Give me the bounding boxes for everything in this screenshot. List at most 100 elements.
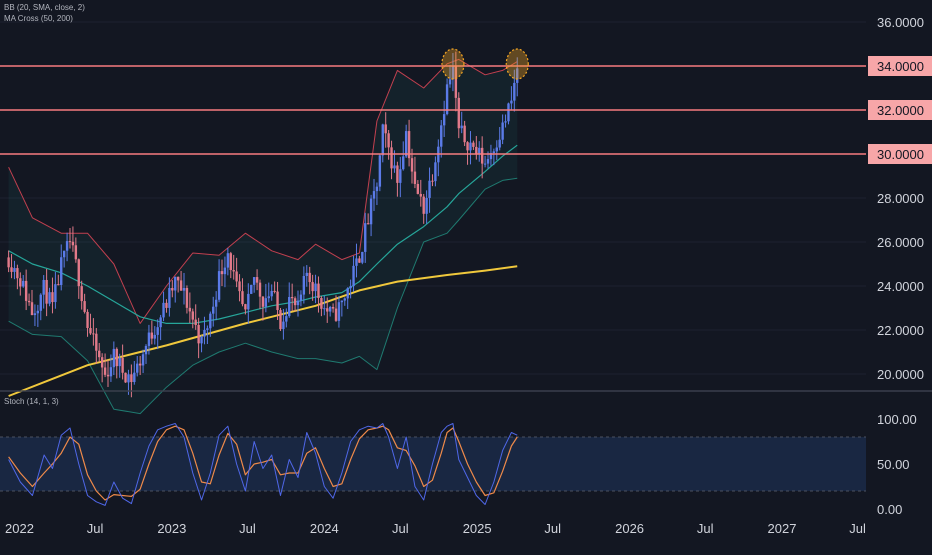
candle-body[interactable] (100, 357, 104, 368)
candle-body[interactable] (54, 284, 57, 303)
candle-body[interactable] (174, 276, 177, 291)
price-tick-label[interactable]: 20.0000 (877, 367, 924, 382)
candle-body[interactable] (109, 367, 113, 377)
candle-body[interactable] (226, 253, 230, 268)
candle-body[interactable] (39, 294, 42, 311)
candle-body[interactable] (419, 193, 422, 197)
candle-body[interactable] (416, 183, 420, 194)
candle-body[interactable] (393, 165, 396, 169)
candle-body[interactable] (147, 332, 151, 346)
candle-body[interactable] (413, 171, 417, 184)
candle-body[interactable] (302, 276, 306, 295)
candle-body[interactable] (375, 186, 379, 192)
time-tick-label[interactable]: Jul (392, 521, 409, 536)
candle-body[interactable] (24, 280, 28, 301)
candle-body[interactable] (501, 122, 504, 140)
candle-body[interactable] (261, 296, 265, 307)
stoch-tick-label[interactable]: 100.00 (877, 412, 917, 427)
candle-body[interactable] (232, 270, 235, 272)
time-tick-label[interactable]: 2027 (768, 521, 797, 536)
candle-body[interactable] (27, 300, 31, 303)
candle-body[interactable] (162, 302, 165, 318)
candle-body[interactable] (118, 357, 121, 367)
candle-body[interactable] (168, 287, 171, 308)
candle-body[interactable] (495, 147, 498, 152)
candle-body[interactable] (402, 156, 405, 170)
candle-body[interactable] (16, 268, 19, 279)
candle-body[interactable] (150, 332, 154, 339)
candle-body[interactable] (469, 142, 472, 151)
candle-body[interactable] (276, 291, 279, 311)
candle-body[interactable] (486, 159, 490, 164)
candle-body[interactable] (188, 307, 192, 312)
stoch-indicator-label[interactable]: Stoch (14, 1, 3) (4, 397, 59, 406)
candle-body[interactable] (358, 258, 361, 263)
candle-body[interactable] (305, 272, 308, 277)
candle-body[interactable] (153, 334, 156, 339)
candle-body[interactable] (121, 357, 124, 373)
candle-body[interactable] (33, 313, 37, 316)
price-label-highlight[interactable] (868, 144, 932, 164)
candle-body[interactable] (431, 180, 434, 182)
candle-body[interactable] (194, 319, 197, 326)
candle-body[interactable] (366, 223, 370, 225)
candle-body[interactable] (492, 151, 496, 154)
time-tick-label[interactable]: 2023 (157, 521, 186, 536)
candle-body[interactable] (179, 280, 183, 291)
peak-highlight-circle[interactable] (441, 48, 465, 80)
candle-body[interactable] (404, 131, 408, 157)
candle-body[interactable] (390, 147, 393, 169)
candle-body[interactable] (241, 291, 244, 305)
candle-body[interactable] (62, 250, 66, 258)
candle-body[interactable] (98, 350, 101, 358)
candle-body[interactable] (369, 198, 373, 225)
candle-body[interactable] (442, 114, 446, 126)
candle-body[interactable] (258, 282, 262, 297)
candle-body[interactable] (282, 321, 285, 330)
candle-body[interactable] (361, 251, 364, 263)
candle-body[interactable] (326, 308, 329, 312)
candle-body[interactable] (159, 317, 162, 328)
candle-body[interactable] (372, 191, 376, 199)
candle-body[interactable] (384, 124, 387, 134)
peak-highlight-circle[interactable] (505, 48, 529, 80)
candle-body[interactable] (235, 271, 238, 282)
candle-body[interactable] (127, 374, 130, 383)
candle-body[interactable] (352, 265, 355, 287)
candle-body[interactable] (13, 268, 16, 272)
candle-body[interactable] (165, 302, 168, 308)
price-tick-label[interactable]: 32.0000 (877, 103, 924, 118)
candle-body[interactable] (504, 121, 507, 123)
price-tick-label[interactable]: 30.0000 (877, 147, 924, 162)
candle-body[interactable] (244, 304, 247, 310)
candle-body[interactable] (340, 300, 344, 303)
candle-body[interactable] (19, 278, 22, 287)
candle-body[interactable] (77, 259, 80, 287)
candle-body[interactable] (425, 197, 428, 214)
time-tick-label[interactable]: 2025 (463, 521, 492, 536)
candle-body[interactable] (475, 146, 478, 155)
candle-body[interactable] (498, 139, 501, 148)
candle-body[interactable] (247, 293, 250, 310)
candle-body[interactable] (311, 282, 314, 292)
candle-body[interactable] (95, 333, 98, 351)
candle-body[interactable] (516, 68, 519, 83)
candle-body[interactable] (86, 311, 89, 328)
candle-body[interactable] (65, 241, 69, 251)
candle-body[interactable] (314, 283, 317, 292)
candle-body[interactable] (238, 281, 241, 292)
candle-body[interactable] (457, 97, 460, 129)
candles[interactable] (7, 51, 519, 398)
candle-body[interactable] (454, 66, 458, 98)
candle-body[interactable] (308, 272, 311, 283)
candle-body[interactable] (364, 223, 367, 252)
candle-body[interactable] (71, 241, 75, 246)
candle-body[interactable] (279, 310, 282, 330)
candle-body[interactable] (130, 374, 133, 383)
candle-body[interactable] (212, 306, 215, 314)
price-tick-label[interactable]: 34.0000 (877, 59, 924, 74)
ma-cross-indicator-label[interactable]: MA Cross (50, 200) (4, 14, 73, 23)
candle-body[interactable] (270, 290, 273, 297)
candle-body[interactable] (472, 142, 475, 147)
